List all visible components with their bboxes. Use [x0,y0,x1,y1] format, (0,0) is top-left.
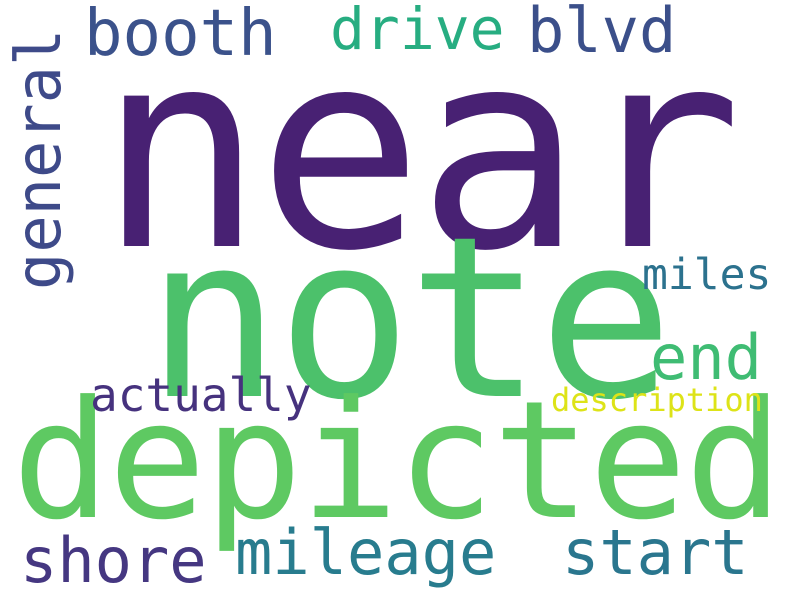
word-miles: miles [642,250,772,300]
word-actually: actually [90,368,312,422]
word-shore: shore [20,524,207,597]
word-end: end [650,321,762,394]
word-general: general [2,28,75,290]
word-mileage: mileage [235,516,497,589]
word-near: near [98,0,742,311]
word-depicted: depicted [12,367,783,556]
word-blvd: blvd [527,0,677,67]
word-drive: drive [330,0,505,63]
word-start: start [562,516,749,589]
word-note: note [146,188,673,449]
word-description: description [551,381,763,419]
word-booth: booth [84,0,277,71]
